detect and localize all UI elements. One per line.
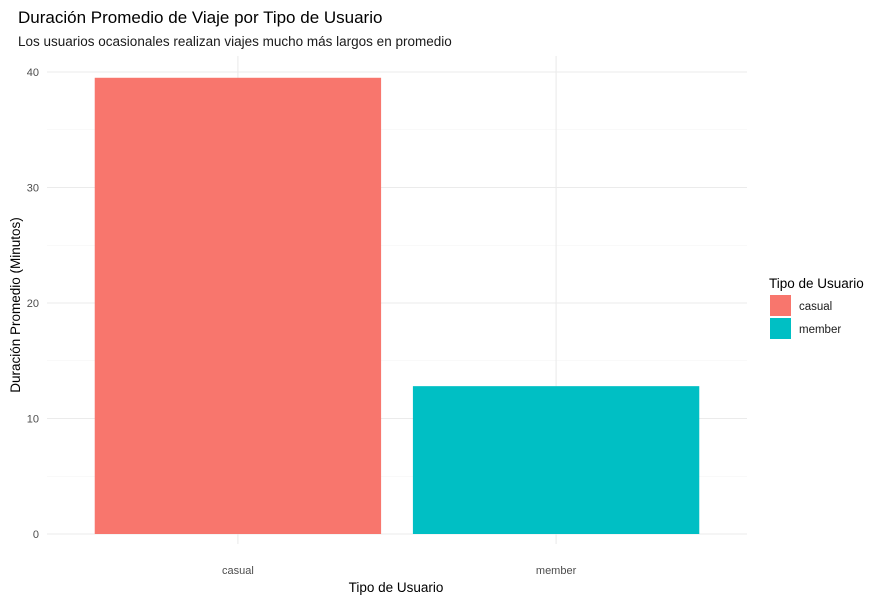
bars (94, 77, 700, 535)
legend: Tipo de Usuario casual member (769, 276, 864, 339)
x-tick-label: member (536, 565, 577, 577)
y-tick-label: 40 (27, 67, 39, 79)
legend-key-member (770, 318, 791, 339)
legend-label-casual: casual (799, 301, 832, 313)
bar-casual (94, 77, 382, 535)
bar-member (412, 386, 700, 534)
y-tick-label: 30 (27, 183, 39, 195)
y-tick-label: 0 (33, 529, 39, 541)
y-tick-label: 10 (27, 414, 39, 426)
y-axis-ticks: 0 10 20 30 40 (27, 67, 39, 541)
legend-key-casual (770, 295, 791, 316)
x-tick-label: casual (222, 565, 254, 577)
y-axis-title: Duración Promedio (Minutos) (8, 217, 23, 393)
legend-title: Tipo de Usuario (769, 276, 864, 291)
x-axis-title: Tipo de Usuario (349, 580, 444, 595)
legend-items: casual member (770, 295, 841, 339)
y-tick-label: 20 (27, 298, 39, 310)
x-axis-ticks: casual member (222, 565, 577, 577)
legend-label-member: member (799, 324, 841, 336)
chart-subtitle: Los usuarios ocasionales realizan viajes… (18, 34, 452, 49)
chart-title: Duración Promedio de Viaje por Tipo de U… (18, 8, 382, 27)
